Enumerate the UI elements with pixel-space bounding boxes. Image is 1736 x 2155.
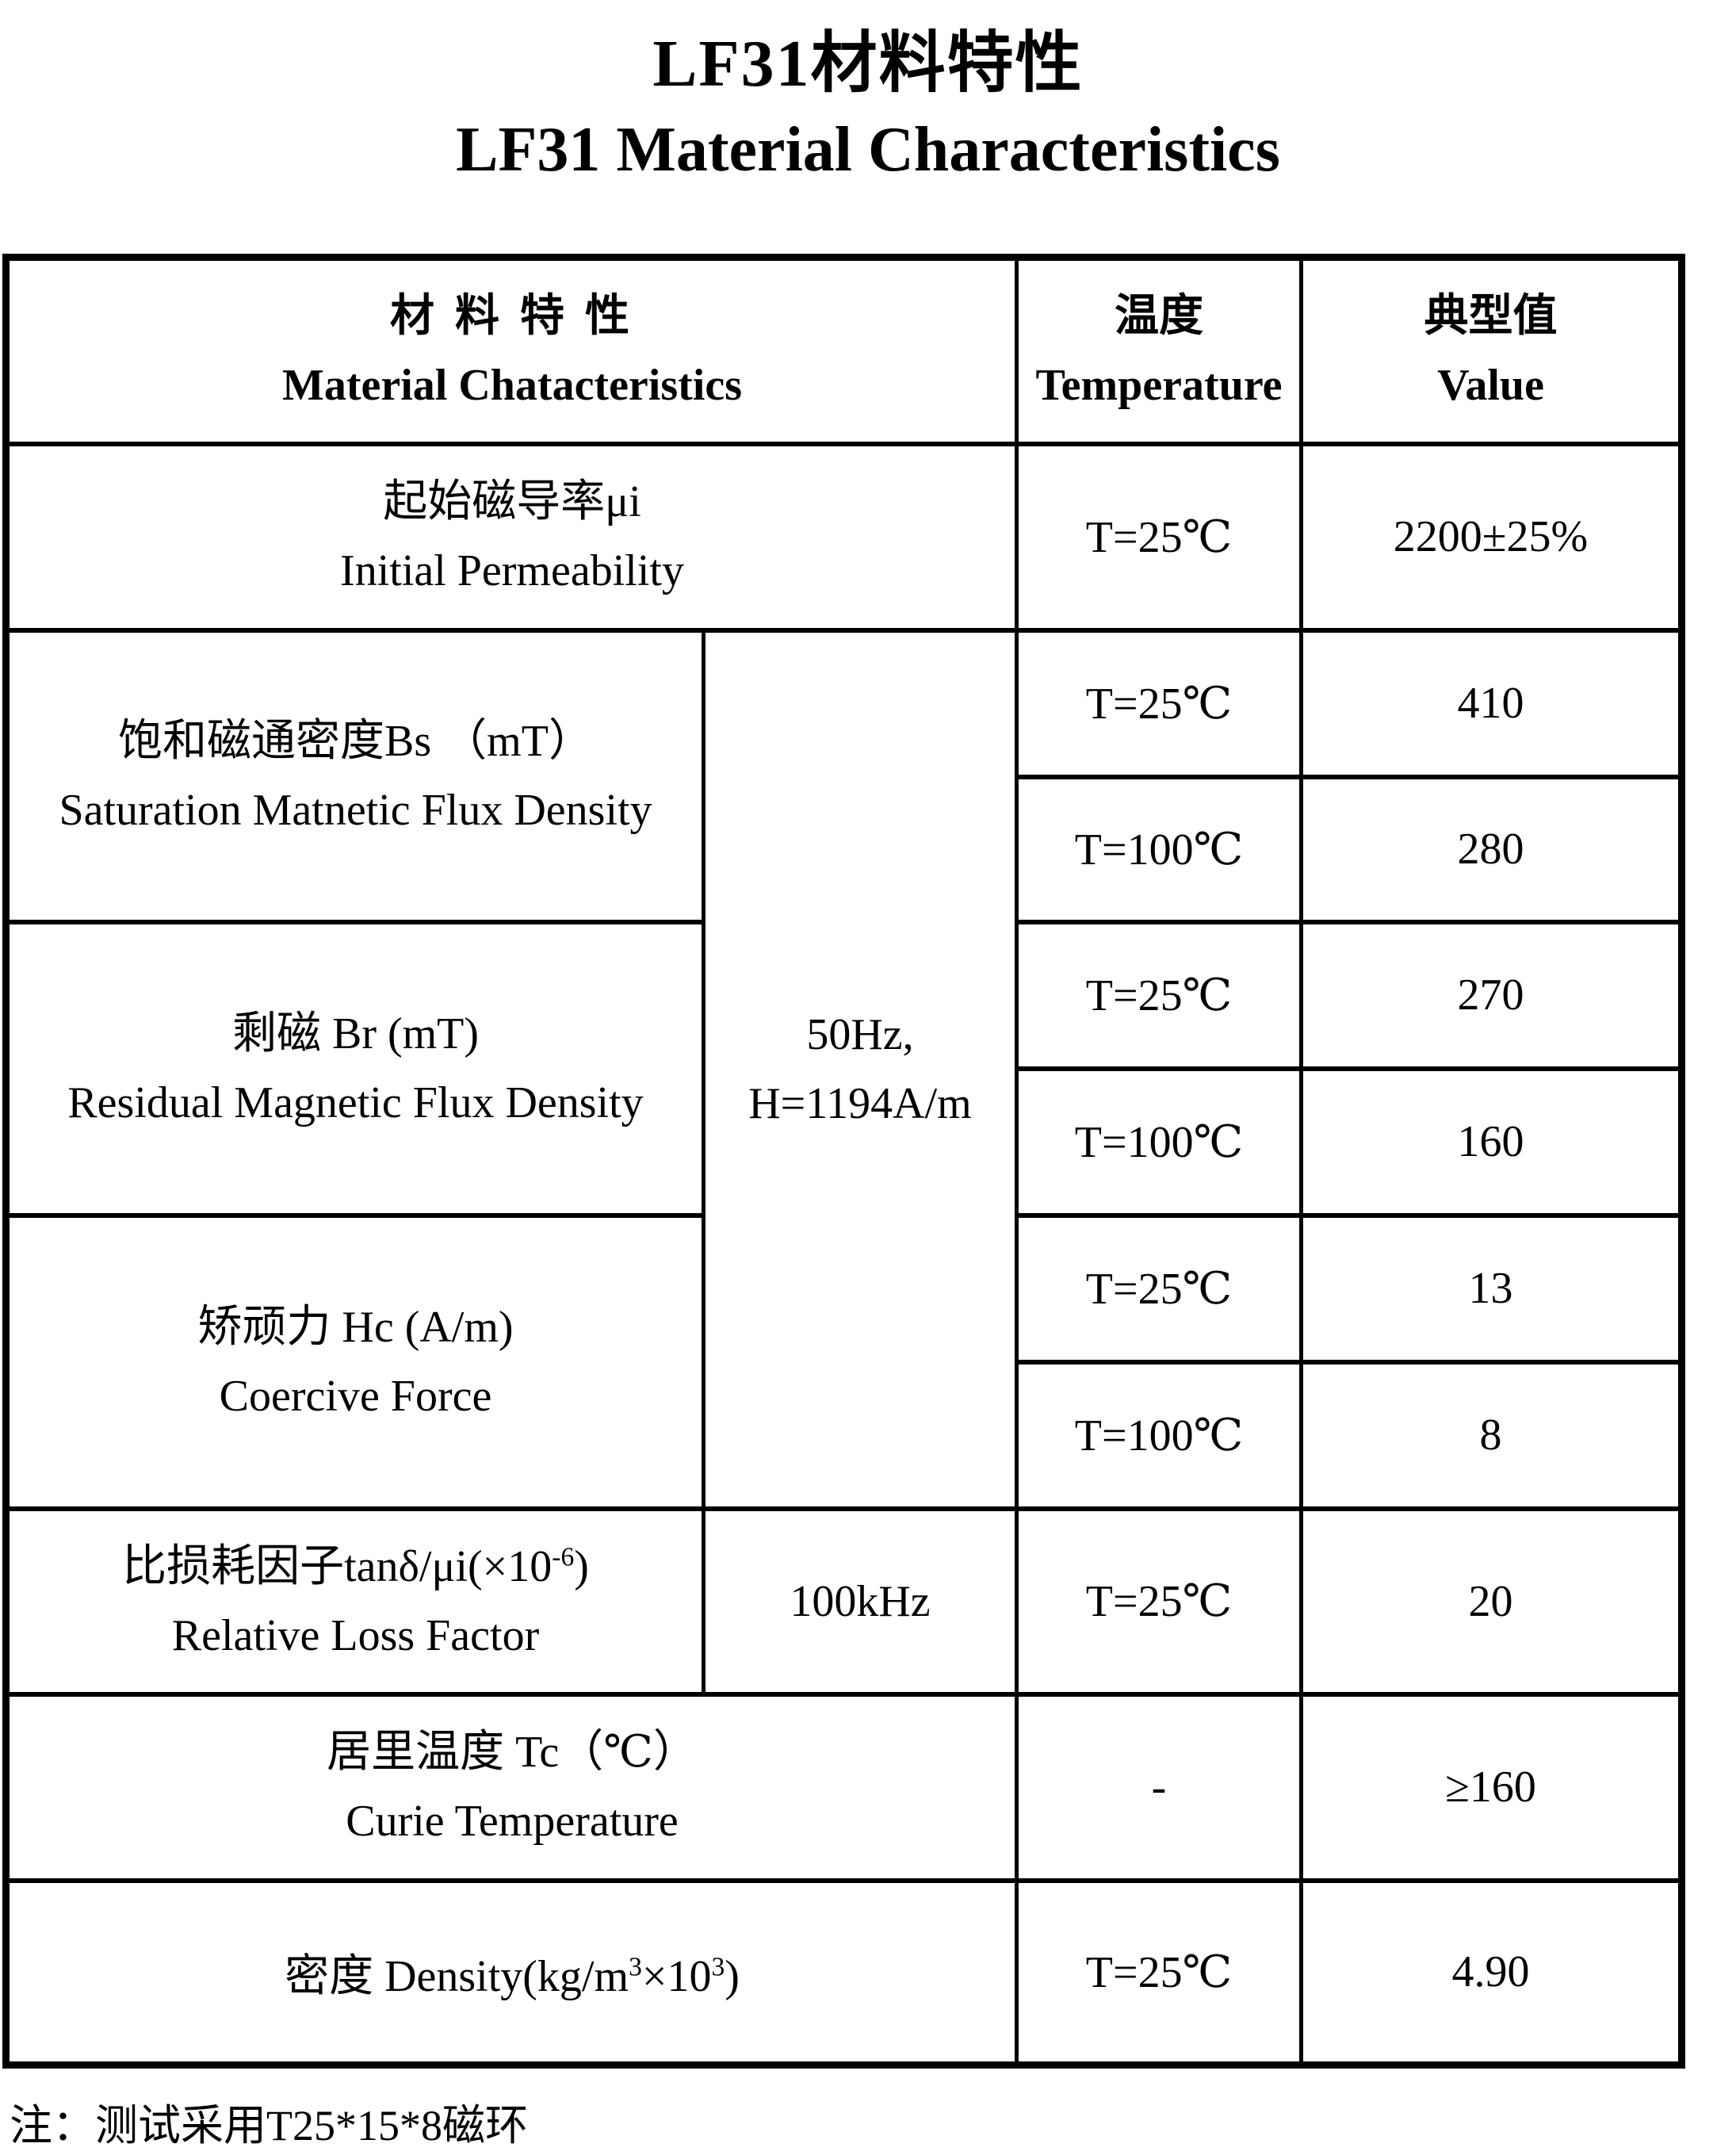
characteristics-table: 材 料 特 性 Material Chatacteristics 温度 Temp… bbox=[2, 254, 1685, 2069]
coercive-value-100: 8 bbox=[1299, 1359, 1684, 1511]
saturation-temp-25: T=25℃ bbox=[1015, 627, 1303, 779]
saturation-label: 饱和磁通密度Bs （mT） Saturation Matnetic Flux D… bbox=[4, 627, 705, 924]
residual-temp-25: T=25℃ bbox=[1015, 919, 1303, 1071]
header-value-en: Value bbox=[1437, 360, 1544, 410]
test-condition-line1: 50Hz, bbox=[806, 1009, 914, 1059]
residual-value-25: 270 bbox=[1299, 919, 1684, 1071]
page-title-en: LF31 Material Characteristics bbox=[456, 114, 1280, 185]
loss-factor-condition: 100kHz bbox=[702, 1506, 1019, 1697]
loss-factor-value: 20 bbox=[1299, 1506, 1684, 1697]
coercive-label: 矫顽力 Hc (A/m) Coercive Force bbox=[4, 1212, 705, 1511]
row-saturation-25: 饱和磁通密度Bs （mT） Saturation Matnetic Flux D… bbox=[4, 627, 1684, 1511]
curie-value: ≥160 bbox=[1299, 1691, 1684, 1883]
page-title: LF31材料特性 LF31 Material Characteristics bbox=[0, 21, 1736, 191]
header-temperature-zh: 温度 bbox=[1115, 291, 1203, 341]
loss-factor-en: Relative Loss Factor bbox=[171, 1610, 540, 1660]
row-saturation-100: T=100℃ 280 bbox=[6, 774, 1684, 924]
residual-en: Residual Magnetic Flux Density bbox=[67, 1078, 644, 1127]
row-coercive-25: 矫顽力 Hc (A/m) Coercive Force T=25℃ 13 bbox=[4, 1212, 1684, 1511]
density-exponent-2: 3 bbox=[711, 1952, 725, 1982]
density-value: 4.90 bbox=[1299, 1877, 1684, 2068]
row-coercive-100: T=100℃ 8 bbox=[6, 1359, 1684, 1511]
header-characteristics-zh: 材 料 特 性 bbox=[390, 291, 634, 341]
initial-permeability-temp: T=25℃ bbox=[1015, 441, 1303, 633]
coercive-value-25: 13 bbox=[1299, 1212, 1684, 1365]
loss-factor-exponent: -6 bbox=[552, 1542, 575, 1572]
loss-factor-temp: T=25℃ bbox=[1015, 1506, 1303, 1697]
row-initial-permeability: 起始磁导率μi Initial Permeability T=25℃ 2200±… bbox=[4, 441, 1684, 633]
saturation-en: Saturation Matnetic Flux Density bbox=[59, 785, 652, 835]
header-value-zh: 典型值 bbox=[1424, 291, 1558, 341]
page-title-zh: LF31材料特性 bbox=[652, 27, 1084, 101]
loss-factor-zh: 比损耗因子tanδ/μi(×10-6) bbox=[122, 1541, 589, 1591]
residual-value-100: 160 bbox=[1299, 1066, 1684, 1218]
coercive-temp-25: T=25℃ bbox=[1015, 1212, 1303, 1365]
header-cell-temperature: 温度 Temperature bbox=[1015, 255, 1303, 446]
row-loss-factor: 比损耗因子tanδ/μi(×10-6) Relative Loss Factor… bbox=[4, 1506, 1684, 1697]
density-temp: T=25℃ bbox=[1015, 1877, 1303, 2068]
initial-permeability-zh: 起始磁导率μi bbox=[383, 477, 641, 527]
curie-label: 居里温度 Tc（℃） Curie Temperature bbox=[4, 1691, 1019, 1883]
saturation-value-25: 410 bbox=[1299, 627, 1684, 779]
density-exponent-1: 3 bbox=[629, 1952, 642, 1982]
coercive-zh: 矫顽力 Hc (A/m) bbox=[197, 1302, 514, 1352]
density-label: 密度 Density(kg/m3×103) bbox=[4, 1877, 1019, 2068]
header-temperature-en: Temperature bbox=[1035, 360, 1283, 410]
initial-permeability-en: Initial Permeability bbox=[340, 546, 684, 595]
header-cell-value: 典型值 Value bbox=[1299, 255, 1684, 446]
row-residual-25: 剩磁 Br (mT) Residual Magnetic Flux Densit… bbox=[4, 919, 1684, 1218]
row-residual-100: T=100℃ 160 bbox=[6, 1066, 1684, 1218]
curie-temp: - bbox=[1015, 1691, 1303, 1883]
curie-en: Curie Temperature bbox=[346, 1797, 679, 1846]
initial-permeability-label: 起始磁导率μi Initial Permeability bbox=[4, 441, 1019, 633]
residual-temp-100: T=100℃ bbox=[1015, 1066, 1303, 1218]
saturation-value-100: 280 bbox=[1299, 774, 1684, 924]
row-curie: 居里温度 Tc（℃） Curie Temperature - ≥160 bbox=[4, 1691, 1684, 1883]
header-row: 材 料 特 性 Material Chatacteristics 温度 Temp… bbox=[4, 255, 1684, 446]
saturation-zh: 饱和磁通密度Bs （mT） bbox=[118, 716, 593, 766]
footnote: 注：测试采用T25*15*8磁环 bbox=[10, 2102, 528, 2149]
residual-label: 剩磁 Br (mT) Residual Magnetic Flux Densit… bbox=[4, 919, 705, 1218]
loss-factor-label: 比损耗因子tanδ/μi(×10-6) Relative Loss Factor bbox=[4, 1506, 705, 1697]
saturation-temp-100: T=100℃ bbox=[1015, 774, 1303, 924]
residual-zh: 剩磁 Br (mT) bbox=[231, 1009, 480, 1058]
coercive-temp-100: T=100℃ bbox=[1015, 1359, 1303, 1511]
curie-zh: 居里温度 Tc（℃） bbox=[327, 1728, 698, 1778]
header-characteristics-en: Material Chatacteristics bbox=[282, 360, 742, 410]
test-condition-cell: 50Hz, H=1194A/m bbox=[702, 627, 1019, 1511]
row-density: 密度 Density(kg/m3×103) T=25℃ 4.90 bbox=[4, 1877, 1684, 2068]
initial-permeability-value: 2200±25% bbox=[1299, 441, 1684, 633]
header-cell-characteristics: 材 料 特 性 Material Chatacteristics bbox=[4, 255, 1019, 446]
test-condition-line2: H=1194A/m bbox=[748, 1078, 972, 1128]
coercive-en: Coercive Force bbox=[219, 1371, 492, 1421]
